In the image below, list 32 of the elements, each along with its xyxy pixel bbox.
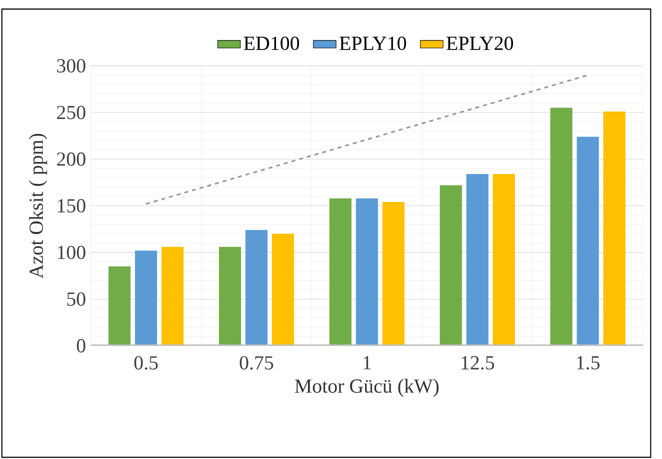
y-tick-label: 100 (58, 246, 86, 260)
bar (550, 108, 572, 346)
bar (603, 111, 626, 346)
bar (245, 230, 268, 346)
y-tick-label: 50 (67, 292, 86, 306)
legend-label: EPLY10 (340, 36, 406, 50)
y-axis-title: Azot Oksit ( ppm) (28, 134, 48, 278)
bar (161, 246, 184, 346)
bar (329, 198, 352, 346)
x-tick-label: 12.5 (462, 356, 494, 370)
x-tick-label: 1.5 (577, 356, 600, 370)
legend-label: ED100 (244, 36, 300, 50)
x-tick-label: 1 (364, 356, 371, 370)
y-tick-label: 300 (57, 58, 86, 72)
bar (440, 185, 462, 346)
y-tick-label: 200 (57, 152, 86, 166)
bar (108, 266, 131, 346)
x-axis-title: Motor Gücü (kW) (294, 378, 439, 397)
legend-label: EPLY20 (446, 36, 514, 50)
bar (272, 234, 294, 346)
y-tick-label: 150 (58, 198, 86, 212)
bar (466, 174, 488, 346)
x-tick-label: 0.75 (240, 356, 274, 370)
x-tick-label: 0.5 (134, 356, 158, 370)
bar (382, 202, 404, 346)
y-tick-label: 0 (76, 338, 86, 352)
y-tick-label: 250 (57, 106, 86, 120)
bar (356, 198, 378, 346)
bar (576, 136, 599, 346)
bar (492, 174, 515, 346)
bar (218, 246, 242, 346)
bar (134, 250, 158, 346)
